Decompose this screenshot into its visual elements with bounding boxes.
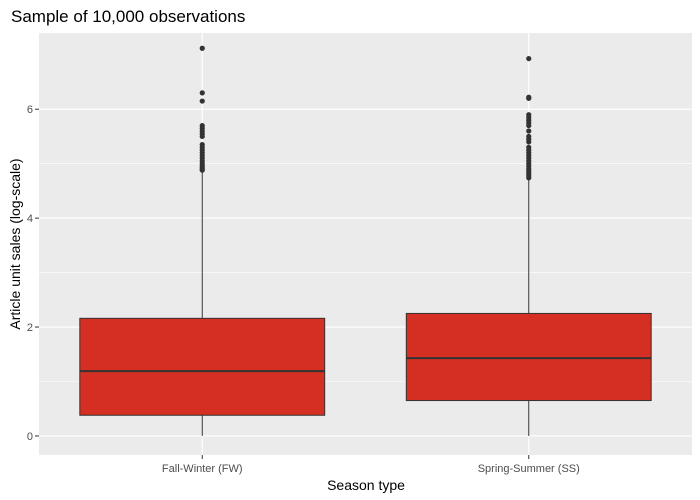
outlier-point [526,94,532,100]
chart-title: Sample of 10,000 observations [11,7,245,26]
outlier-point [526,55,532,62]
y-tick-label: 4 [27,213,33,225]
y-tick-label: 2 [27,322,33,334]
box-group [405,55,652,436]
outlier-point [526,112,532,118]
outlier-point [199,90,205,96]
x-axis-title: Season type [327,477,405,493]
x-tick-label: Spring-Summer (SS) [478,463,580,475]
box-body [79,317,326,416]
outlier-point [526,144,532,150]
outlier-point [526,133,532,140]
outlier-point [199,98,205,104]
outlier-point [199,142,205,148]
y-axis: 0 2 4 6 [27,104,39,443]
outlier-point [199,122,205,129]
y-tick-label: 6 [27,104,33,116]
box-body [405,312,652,402]
x-tick-label: Fall-Winter (FW) [162,463,243,475]
y-tick-label: 0 [27,431,33,443]
boxes [79,45,652,436]
box-group [79,45,326,436]
outlier-point [526,128,532,134]
y-axis-title: Article unit sales (log-scale) [7,158,23,329]
x-axis: Fall-Winter (FW) Spring-Summer (SS) [162,455,580,475]
outlier-point [199,45,205,51]
